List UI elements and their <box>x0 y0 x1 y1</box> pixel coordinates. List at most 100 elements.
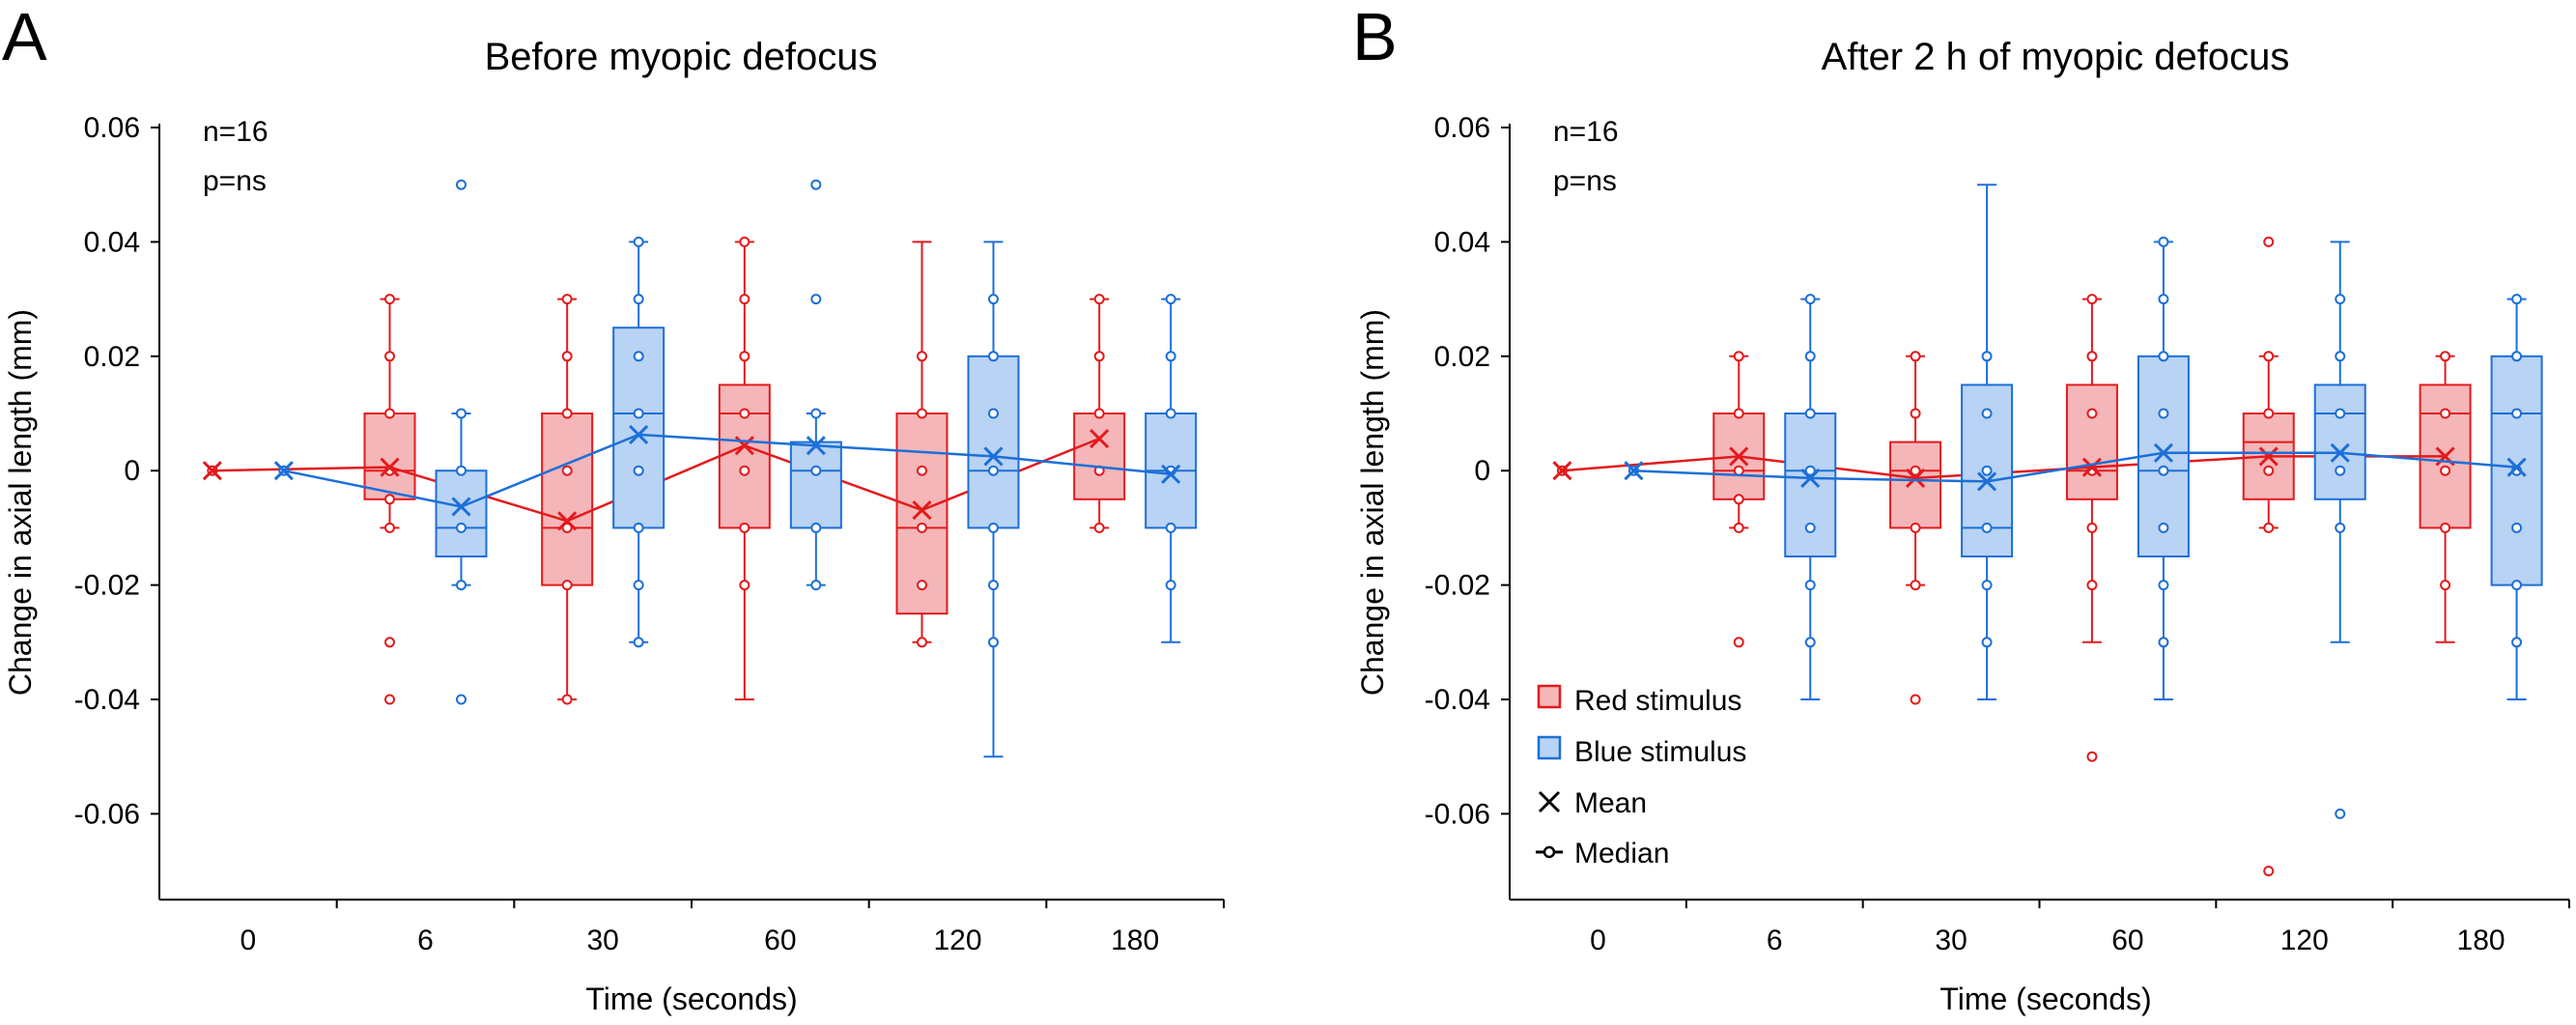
data-point <box>1910 522 1921 533</box>
mean-marker <box>1624 461 1644 481</box>
data-point <box>988 580 999 591</box>
data-point <box>633 465 644 476</box>
data-point <box>633 580 644 591</box>
box-iqr <box>789 441 842 529</box>
data-point <box>1165 522 1176 533</box>
data-point <box>2158 351 2169 362</box>
data-point <box>1093 522 1105 533</box>
data-point <box>810 465 822 476</box>
data-point <box>456 522 467 533</box>
data-point <box>1981 408 1993 419</box>
data-point <box>988 522 999 533</box>
box-group <box>1713 351 1766 648</box>
x-axis-label: Time (seconds) <box>585 982 797 1016</box>
mean-marker <box>1161 464 1181 484</box>
mean-marker <box>380 457 400 477</box>
annotation-n: n=16 <box>1553 116 1619 148</box>
chart-title: After 2 h of myopic defocus <box>1822 36 2290 78</box>
outlier-point <box>2263 236 2275 247</box>
box-group <box>2490 294 2543 700</box>
data-point <box>2086 522 2098 533</box>
box-group <box>967 241 1020 758</box>
data-point <box>739 236 750 247</box>
y-tick-label: 0.04 <box>84 226 140 258</box>
data-point <box>739 408 750 419</box>
data-point <box>2440 580 2451 591</box>
data-point <box>1804 580 1816 591</box>
data-point <box>1093 294 1105 305</box>
annotation-n: n=16 <box>203 116 269 148</box>
series-red-stimulus <box>202 236 1126 705</box>
y-axis-label: Change in axial length (mm) <box>3 309 38 696</box>
y-tick-label: -0.06 <box>1425 798 1490 830</box>
x-axis-label: Time (seconds) <box>1939 982 2151 1016</box>
data-point <box>2511 408 2523 419</box>
mean-marker <box>2081 457 2102 477</box>
outlier-point <box>384 637 395 648</box>
box-group <box>1073 294 1126 533</box>
data-point <box>2263 465 2275 476</box>
box-group <box>1889 351 1942 705</box>
mean-marker <box>2153 442 2173 463</box>
data-point <box>1910 408 1921 419</box>
data-point <box>633 351 644 362</box>
data-point <box>456 408 467 419</box>
data-point <box>1981 465 1993 476</box>
data-point <box>2335 351 2346 362</box>
data-point <box>2086 580 2098 591</box>
data-point <box>2440 465 2451 476</box>
data-point <box>2158 465 2169 476</box>
data-point <box>1804 294 1816 305</box>
x-tick-label: 30 <box>1935 925 1967 956</box>
data-point <box>2158 637 2169 648</box>
data-point <box>739 522 750 533</box>
mean-line <box>1633 451 2517 483</box>
data-point <box>739 580 750 591</box>
mean-marker <box>1800 468 1821 488</box>
box-group <box>1961 184 2014 700</box>
data-point <box>739 351 750 362</box>
panel-b: B After 2 h of myopic defocus n=16 p=ns … <box>1352 0 2570 1016</box>
data-point <box>2511 580 2523 591</box>
data-point <box>561 351 573 362</box>
x-tick-label: 180 <box>2457 925 2505 956</box>
data-point <box>2263 408 2275 419</box>
x-tick-label: 60 <box>2111 925 2143 956</box>
y-tick-label: -0.04 <box>1425 684 1490 716</box>
outlier-point <box>2263 866 2275 877</box>
x-tick-label: 6 <box>1767 925 1783 956</box>
data-point <box>1804 408 1816 419</box>
series-blue-stimulus <box>273 179 1198 758</box>
data-point <box>456 580 467 591</box>
box-iqr <box>2313 384 2366 500</box>
data-point <box>739 294 750 305</box>
data-point <box>2511 522 2523 533</box>
box-group <box>2419 351 2472 643</box>
data-point <box>1804 351 1816 362</box>
outlier-point <box>1910 694 1921 705</box>
box-group <box>895 241 948 648</box>
data-point <box>633 236 644 247</box>
mean-marker <box>806 436 826 456</box>
data-point <box>633 637 644 648</box>
legend-item-mean: Mean <box>1538 787 1647 819</box>
mean-marker <box>1977 471 1997 492</box>
box-iqr <box>1073 413 1126 500</box>
outlier-point <box>384 694 395 705</box>
data-point <box>810 408 822 419</box>
data-point <box>1981 351 1993 362</box>
data-point <box>2086 351 2098 362</box>
data-point <box>2086 408 2098 419</box>
data-point <box>561 522 573 533</box>
data-point <box>810 522 822 533</box>
outlier-point <box>456 694 467 705</box>
legend-item-blue: Blue stimulus <box>1537 735 1746 768</box>
y-tick-label: 0 <box>124 455 140 487</box>
data-point <box>2158 294 2169 305</box>
data-point <box>384 494 395 505</box>
data-point <box>917 580 927 591</box>
data-point <box>2511 294 2523 305</box>
box-iqr <box>435 470 488 558</box>
data-point <box>2440 408 2451 419</box>
